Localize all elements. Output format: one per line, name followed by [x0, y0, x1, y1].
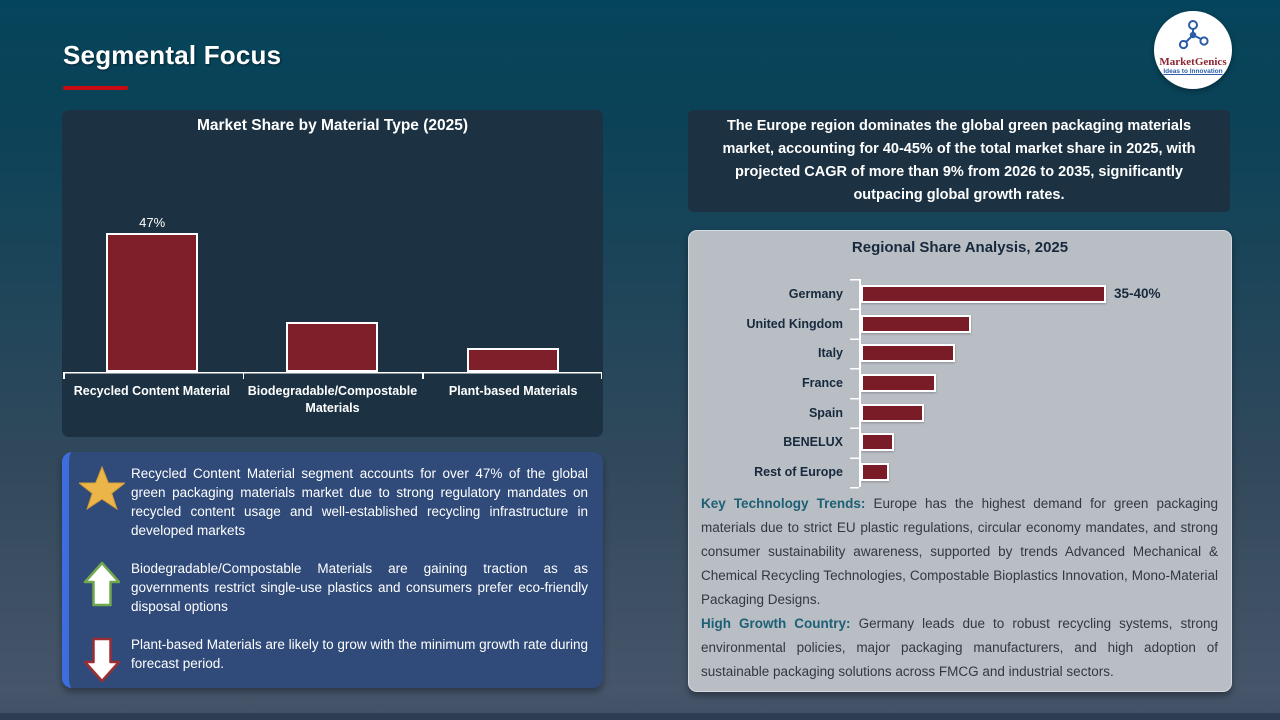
regional-panel: Regional Share Analysis, 2025 Germany 35… [688, 230, 1232, 692]
europe-callout-text: The Europe region dominates the global g… [722, 118, 1196, 203]
axis-tick [600, 372, 602, 379]
category-label: Biodegradable/Compostable Materials [247, 384, 418, 415]
insight-item: Biodegradable/Compostable Materials are … [73, 559, 588, 616]
country-label: Rest of Europe [754, 464, 843, 479]
bar-value-label: 47% [139, 215, 166, 230]
material-chart-plot: 47% [62, 150, 603, 372]
insight-text: Recycled Content Material segment accoun… [131, 466, 588, 538]
note-body: Germany leads due to robust recycling sy… [701, 616, 1218, 679]
material-chart-title: Market Share by Material Type (2025) [196, 117, 469, 134]
bar-slot [242, 150, 422, 372]
note-body: Europe has the highest demand for green … [701, 496, 1218, 607]
chart-row: France [689, 368, 1231, 398]
bar-slot: 47% [62, 150, 242, 372]
bar-value-label: 35-40% [1114, 286, 1161, 302]
insight-box: Recycled Content Material segment accoun… [62, 452, 603, 688]
bar-germany [861, 284, 1106, 303]
bar-united-kingdom [861, 314, 971, 333]
chart-row: Italy [689, 338, 1231, 368]
y-axis [859, 279, 861, 487]
country-label: France [802, 375, 843, 390]
page-title: Segmental Focus [63, 40, 282, 70]
europe-callout: The Europe region dominates the global g… [688, 110, 1230, 212]
axis-tick [422, 372, 424, 379]
title-underline [63, 86, 128, 90]
bar-spain [861, 403, 924, 422]
bar-recycled-content [106, 233, 199, 372]
icon-cell [73, 464, 131, 510]
category-label: Plant-based Materials [448, 384, 578, 398]
country-label: Italy [817, 346, 843, 361]
insight-text: Plant-based Materials are likely to grow… [131, 637, 588, 671]
chart-row: United Kingdom [689, 309, 1231, 339]
bar-slot [423, 150, 603, 372]
insight-text: Biodegradable/Compostable Materials are … [131, 561, 588, 614]
key-technology-trends-note: Key Technology Trends: Europe has the hi… [701, 492, 1218, 612]
chart-row: Germany 35-40% [689, 279, 1231, 309]
bar-rest-of-europe [861, 462, 889, 481]
note-heading: Key Technology Trends: [701, 496, 866, 511]
note-heading: High Growth Country: [701, 616, 851, 631]
insight-item: Plant-based Materials are likely to grow… [73, 635, 588, 683]
molecule-icon [1178, 20, 1209, 50]
regional-chart: Germany 35-40% United Kingdom Italy Fran… [689, 279, 1231, 489]
chart-row: BENELUX [689, 427, 1231, 457]
star-icon [79, 466, 125, 510]
bottom-strip [0, 713, 1280, 720]
category-label: Recycled Content Material [73, 384, 231, 398]
country-label: United Kingdom [746, 316, 843, 331]
country-label: BENELUX [783, 435, 843, 450]
icon-cell [73, 559, 131, 607]
down-arrow-icon [83, 637, 121, 683]
bar-biodegradable [286, 322, 379, 372]
axis-tick [63, 372, 65, 379]
icon-cell [73, 635, 131, 683]
x-axis [63, 372, 602, 379]
regional-notes: Key Technology Trends: Europe has the hi… [701, 492, 1218, 684]
material-chart-panel: Market Share by Material Type (2025) 47%… [62, 110, 603, 437]
bar-plant-based [466, 348, 559, 372]
high-growth-country-note: High Growth Country: Germany leads due t… [701, 612, 1218, 684]
bar-italy [861, 344, 955, 363]
country-label: Spain [808, 405, 843, 420]
chart-row: Spain [689, 398, 1231, 428]
marketgenics-logo: MarketGenics Ideas to Innovation [1154, 11, 1232, 89]
country-label: Germany [788, 286, 843, 301]
bar-benelux [861, 433, 894, 452]
insight-item: Recycled Content Material segment accoun… [73, 464, 588, 540]
axis-ticks [850, 279, 859, 489]
logo-brand-text: MarketGenics [1159, 56, 1227, 68]
axis-tick [242, 372, 245, 379]
regional-chart-title: Regional Share Analysis, 2025 [851, 239, 1069, 256]
category-labels: Recycled Content Material Biodegradable/… [62, 383, 603, 417]
bar-france [861, 373, 936, 392]
chart-row: Rest of Europe [689, 457, 1231, 487]
logo-tagline-text: Ideas to Innovation [1163, 68, 1223, 75]
up-arrow-icon [83, 561, 121, 607]
